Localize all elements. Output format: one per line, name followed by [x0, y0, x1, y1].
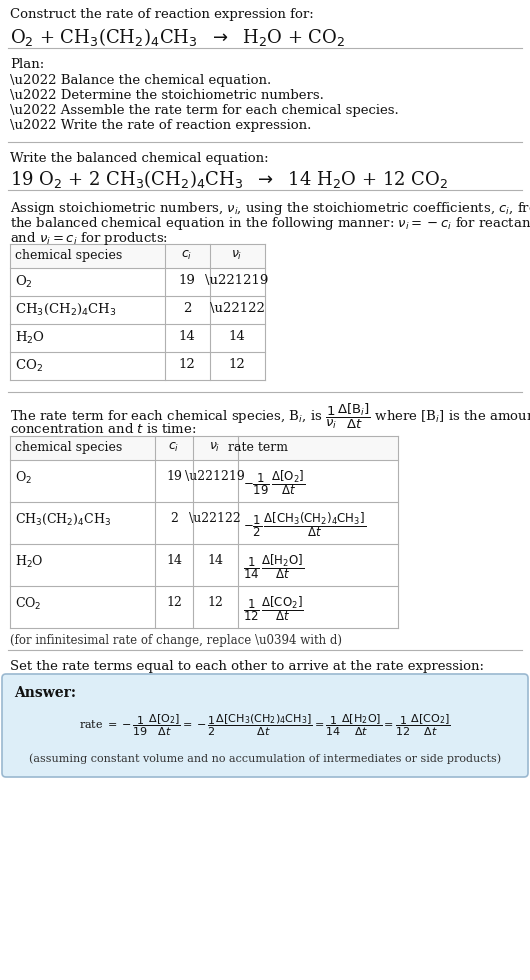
- Text: 12: 12: [166, 596, 182, 609]
- Text: \u2022 Write the rate of reaction expression.: \u2022 Write the rate of reaction expres…: [10, 119, 312, 132]
- Text: CH$_3$(CH$_2$)$_4$CH$_3$: CH$_3$(CH$_2$)$_4$CH$_3$: [15, 302, 117, 318]
- Bar: [10, 460, 398, 502]
- Text: Construct the rate of reaction expression for:: Construct the rate of reaction expressio…: [10, 8, 314, 21]
- Text: Set the rate terms equal to each other to arrive at the rate expression:: Set the rate terms equal to each other t…: [10, 660, 484, 673]
- Text: CO$_2$: CO$_2$: [15, 596, 41, 612]
- Bar: [10, 296, 265, 324]
- Text: \u2022 Balance the chemical equation.: \u2022 Balance the chemical equation.: [10, 74, 271, 87]
- Text: Write the balanced chemical equation:: Write the balanced chemical equation:: [10, 152, 269, 165]
- Text: (for infinitesimal rate of change, replace \u0394 with d): (for infinitesimal rate of change, repla…: [10, 634, 342, 647]
- Bar: [10, 544, 398, 586]
- Text: $\nu_i$: $\nu_i$: [231, 249, 243, 262]
- Text: 19: 19: [179, 274, 196, 287]
- Text: 2: 2: [170, 512, 178, 525]
- Text: chemical species: chemical species: [15, 249, 122, 262]
- Text: rate $= -\dfrac{1}{19}\dfrac{\Delta[\mathrm{O_2}]}{\Delta t} = -\dfrac{1}{2}\dfr: rate $= -\dfrac{1}{19}\dfrac{\Delta[\mat…: [79, 713, 451, 739]
- Bar: [10, 268, 265, 296]
- Bar: [10, 244, 265, 268]
- Text: 12: 12: [179, 358, 196, 371]
- Bar: [10, 324, 265, 352]
- Text: H$_2$O: H$_2$O: [15, 554, 43, 570]
- Text: 14: 14: [228, 330, 245, 343]
- Text: \u2022 Assemble the rate term for each chemical species.: \u2022 Assemble the rate term for each c…: [10, 104, 399, 117]
- Text: CO$_2$: CO$_2$: [15, 358, 43, 374]
- Bar: [10, 586, 398, 628]
- Text: (assuming constant volume and no accumulation of intermediates or side products): (assuming constant volume and no accumul…: [29, 754, 501, 764]
- Bar: [10, 502, 398, 544]
- Text: $c_i$: $c_i$: [169, 441, 180, 454]
- Text: 19 O$_2$ + 2 CH$_3$(CH$_2$)$_4$CH$_3$  $\rightarrow$  14 H$_2$O + 12 CO$_2$: 19 O$_2$ + 2 CH$_3$(CH$_2$)$_4$CH$_3$ $\…: [10, 168, 448, 190]
- Text: 14: 14: [166, 554, 182, 567]
- Text: $\dfrac{1}{12}\,\dfrac{\Delta[\mathrm{CO_2}]}{\Delta t}$: $\dfrac{1}{12}\,\dfrac{\Delta[\mathrm{CO…: [243, 594, 304, 622]
- Text: O$_2$: O$_2$: [15, 470, 32, 486]
- Text: 12: 12: [207, 596, 223, 609]
- Text: $-\dfrac{1}{19}\,\dfrac{\Delta[\mathrm{O_2}]}{\Delta t}$: $-\dfrac{1}{19}\,\dfrac{\Delta[\mathrm{O…: [243, 468, 305, 497]
- Text: O$_2$ + CH$_3$(CH$_2$)$_4$CH$_3$  $\rightarrow$  H$_2$O + CO$_2$: O$_2$ + CH$_3$(CH$_2$)$_4$CH$_3$ $\right…: [10, 26, 346, 48]
- Text: Assign stoichiometric numbers, $\nu_i$, using the stoichiometric coefficients, $: Assign stoichiometric numbers, $\nu_i$, …: [10, 200, 530, 217]
- Text: 12: 12: [228, 358, 245, 371]
- Text: \u2022 Determine the stoichiometric numbers.: \u2022 Determine the stoichiometric numb…: [10, 89, 324, 102]
- Text: chemical species: chemical species: [15, 441, 122, 454]
- Text: The rate term for each chemical species, B$_i$, is $\dfrac{1}{\nu_i}\dfrac{\Delt: The rate term for each chemical species,…: [10, 402, 530, 431]
- Text: \u221219: \u221219: [205, 274, 269, 287]
- Text: H$_2$O: H$_2$O: [15, 330, 45, 346]
- Text: \u22122: \u22122: [189, 512, 241, 525]
- Text: $c_i$: $c_i$: [181, 249, 192, 262]
- Text: 19: 19: [166, 470, 182, 483]
- FancyBboxPatch shape: [2, 674, 528, 777]
- Text: CH$_3$(CH$_2$)$_4$CH$_3$: CH$_3$(CH$_2$)$_4$CH$_3$: [15, 512, 111, 527]
- Text: $\nu_i$: $\nu_i$: [209, 441, 220, 454]
- Text: 2: 2: [183, 302, 191, 315]
- Text: O$_2$: O$_2$: [15, 274, 33, 290]
- Text: the balanced chemical equation in the following manner: $\nu_i = -c_i$ for react: the balanced chemical equation in the fo…: [10, 215, 530, 232]
- Text: Answer:: Answer:: [14, 686, 76, 700]
- Text: \u221219: \u221219: [185, 470, 245, 483]
- Bar: [10, 352, 265, 380]
- Text: 14: 14: [179, 330, 196, 343]
- Bar: [10, 436, 398, 460]
- Text: $\dfrac{1}{14}\,\dfrac{\Delta[\mathrm{H_2O}]}{\Delta t}$: $\dfrac{1}{14}\,\dfrac{\Delta[\mathrm{H_…: [243, 552, 304, 581]
- Text: concentration and $t$ is time:: concentration and $t$ is time:: [10, 422, 197, 436]
- Text: $-\dfrac{1}{2}\,\dfrac{\Delta[\mathrm{CH_3(CH_2)_4CH_3}]}{\Delta t}$: $-\dfrac{1}{2}\,\dfrac{\Delta[\mathrm{CH…: [243, 510, 366, 539]
- Text: 14: 14: [207, 554, 223, 567]
- Text: and $\nu_i = c_i$ for products:: and $\nu_i = c_i$ for products:: [10, 230, 168, 247]
- Text: rate term: rate term: [228, 441, 288, 454]
- Text: Plan:: Plan:: [10, 58, 44, 71]
- Text: \u22122: \u22122: [209, 302, 264, 315]
